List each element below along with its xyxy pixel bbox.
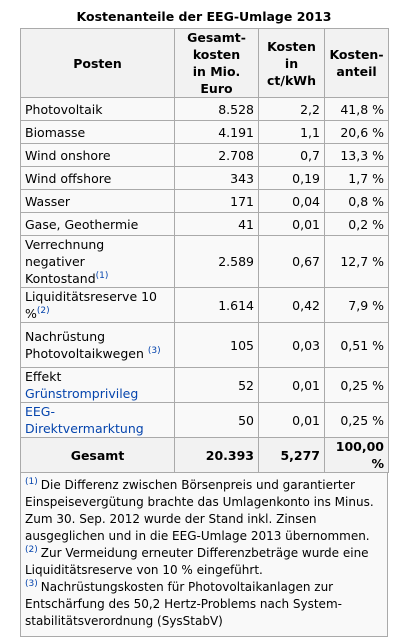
total-row: Gesamt 20.393 5,277 100,00 % xyxy=(20,437,389,473)
row-kosten: 0,67 xyxy=(258,235,325,288)
row-kosten: 0,7 xyxy=(258,143,325,167)
row-gesamt: 4.191 xyxy=(174,120,259,144)
table-row: Wind onshore 2.708 0,7 13,3 % xyxy=(20,143,389,167)
row-kosten: 0,19 xyxy=(258,166,325,190)
footnote-text-3: Nachrüstungskosten für Photovoltaikanlag… xyxy=(25,580,342,628)
header-posten: Posten xyxy=(20,28,175,98)
table-row: Verrechnung negativer Kontostand(1) 2.58… xyxy=(20,235,389,288)
row-label: Wasser xyxy=(20,189,175,213)
header-anteil-line2: anteil xyxy=(336,64,377,79)
table-row: Nachrüstung Photovoltaikwegen (3) 105 0,… xyxy=(20,322,389,368)
row-kosten: 0,04 xyxy=(258,189,325,213)
row-label: Wind offshore xyxy=(20,166,175,190)
footnote-text-1: Die Differenz zwischen Börsenpreis und g… xyxy=(25,478,374,543)
row-kosten: 0,01 xyxy=(258,402,325,438)
footnote-text-2: Zur Vermeidung erneuter Differenzbeträge… xyxy=(25,546,369,577)
header-kosten-line1: Kosten xyxy=(267,38,316,54)
row-label-text: Liquiditätsreserve 10 % xyxy=(25,289,158,321)
row-label-prefix: Effekt xyxy=(25,369,62,384)
eeg-table-container: Kostenanteile der EEG-Umlage 2013 Posten… xyxy=(20,6,389,637)
header-gesamt-line3: in Mio. Euro xyxy=(192,64,241,96)
header-kosten: Kosten in ct/kWh xyxy=(258,28,325,98)
table-caption: Kostenanteile der EEG-Umlage 2013 xyxy=(76,9,332,24)
footnote-2: (2) Zur Vermeidung erneuter Differenzbetr… xyxy=(25,545,381,579)
footnote-marker-3: (3) xyxy=(25,579,38,589)
total-gesamt: 20.393 xyxy=(174,437,259,473)
total-anteil: 100,00 % xyxy=(324,437,389,473)
row-kosten: 2,2 xyxy=(258,97,325,121)
table-row: Gase, Geothermie 41 0,01 0,2 % xyxy=(20,212,389,236)
footnote-ref-1[interactable]: (1) xyxy=(95,270,109,281)
footnote-marker-1: (1) xyxy=(25,477,38,487)
row-anteil: 20,6 % xyxy=(324,120,389,144)
table-row: Photovoltaik 8.528 2,2 41,8 % xyxy=(20,97,389,121)
header-anteil-line1: Kosten- xyxy=(329,47,384,62)
row-anteil: 12,7 % xyxy=(324,235,389,288)
row-label-line1: Nachrüstung xyxy=(25,329,106,344)
row-anteil: 7,9 % xyxy=(324,287,389,323)
footnote-ref-3[interactable]: (3) xyxy=(147,345,161,356)
row-gesamt: 2.589 xyxy=(174,235,259,288)
footnote-1: (1) Die Differenz zwischen Börsenpreis un… xyxy=(25,477,381,545)
row-gesamt: 171 xyxy=(174,189,259,213)
cost-table: Posten Gesamt- kosten in Mio. Euro Koste… xyxy=(20,28,389,473)
row-label-line2: Photovoltaikwegen xyxy=(25,346,144,361)
gruenstromprivileg-link[interactable]: Grünstromprivileg xyxy=(25,386,139,401)
row-anteil: 41,8 % xyxy=(324,97,389,121)
row-gesamt: 41 xyxy=(174,212,259,236)
table-row: Wind offshore 343 0,19 1,7 % xyxy=(20,166,389,190)
row-anteil: 0,8 % xyxy=(324,189,389,213)
row-label-line2: negativer Kontostand xyxy=(25,254,96,286)
row-label: Verrechnung negativer Kontostand(1) xyxy=(20,235,175,288)
header-gesamtkosten: Gesamt- kosten in Mio. Euro xyxy=(174,28,259,98)
table-row: Liquiditätsreserve 10 %(2) 1.614 0,42 7,… xyxy=(20,287,389,323)
header-gesamt-line1: Gesamt- xyxy=(187,30,246,45)
footnotes: (1) Die Differenz zwischen Börsenpreis un… xyxy=(20,473,388,637)
row-label: EEG-Direktvermarktung xyxy=(20,402,175,438)
row-gesamt: 105 xyxy=(174,322,259,368)
row-gesamt: 52 xyxy=(174,367,259,403)
table-row: Wasser 171 0,04 0,8 % xyxy=(20,189,389,213)
row-gesamt: 50 xyxy=(174,402,259,438)
table-row: Effekt Grünstromprivileg 52 0,01 0,25 % xyxy=(20,367,389,403)
row-anteil: 0,2 % xyxy=(324,212,389,236)
row-kosten: 1,1 xyxy=(258,120,325,144)
header-gesamt-line2: kosten xyxy=(192,47,241,62)
row-kosten: 0,01 xyxy=(258,212,325,236)
row-label: Biomasse xyxy=(20,120,175,144)
row-label: Gase, Geothermie xyxy=(20,212,175,236)
footnote-marker-2: (2) xyxy=(25,545,38,555)
total-kosten: 5,277 xyxy=(258,437,325,473)
table-row: EEG-Direktvermarktung 50 0,01 0,25 % xyxy=(20,402,389,438)
row-label: Photovoltaik xyxy=(20,97,175,121)
eeg-direktvermarktung-link[interactable]: EEG-Direktvermarktung xyxy=(25,404,144,436)
row-gesamt: 8.528 xyxy=(174,97,259,121)
row-label: Liquiditätsreserve 10 %(2) xyxy=(20,287,175,323)
table-row: Biomasse 4.191 1,1 20,6 % xyxy=(20,120,389,144)
row-anteil: 1,7 % xyxy=(324,166,389,190)
footnote-3: (3) Nachrüstungskosten für Photovoltaikan… xyxy=(25,579,381,630)
row-anteil: 0,25 % xyxy=(324,402,389,438)
header-row: Posten Gesamt- kosten in Mio. Euro Koste… xyxy=(20,28,389,98)
row-label: Nachrüstung Photovoltaikwegen (3) xyxy=(20,322,175,368)
row-anteil: 0,51 % xyxy=(324,322,389,368)
row-kosten: 0,03 xyxy=(258,322,325,368)
header-anteil: Kosten- anteil xyxy=(324,28,389,98)
row-kosten: 0,42 xyxy=(258,287,325,323)
footnote-ref-2[interactable]: (2) xyxy=(36,305,50,316)
row-anteil: 13,3 % xyxy=(324,143,389,167)
row-gesamt: 2.708 xyxy=(174,143,259,167)
row-label-line1: Verrechnung xyxy=(25,237,105,252)
row-label: Effekt Grünstromprivileg xyxy=(20,367,175,403)
row-kosten: 0,01 xyxy=(258,367,325,403)
row-gesamt: 343 xyxy=(174,166,259,190)
row-label: Wind onshore xyxy=(20,143,175,167)
row-gesamt: 1.614 xyxy=(174,287,259,323)
total-label: Gesamt xyxy=(20,437,175,473)
header-kosten-line2: in ct/kWh xyxy=(267,55,316,88)
row-anteil: 0,25 % xyxy=(324,367,389,403)
